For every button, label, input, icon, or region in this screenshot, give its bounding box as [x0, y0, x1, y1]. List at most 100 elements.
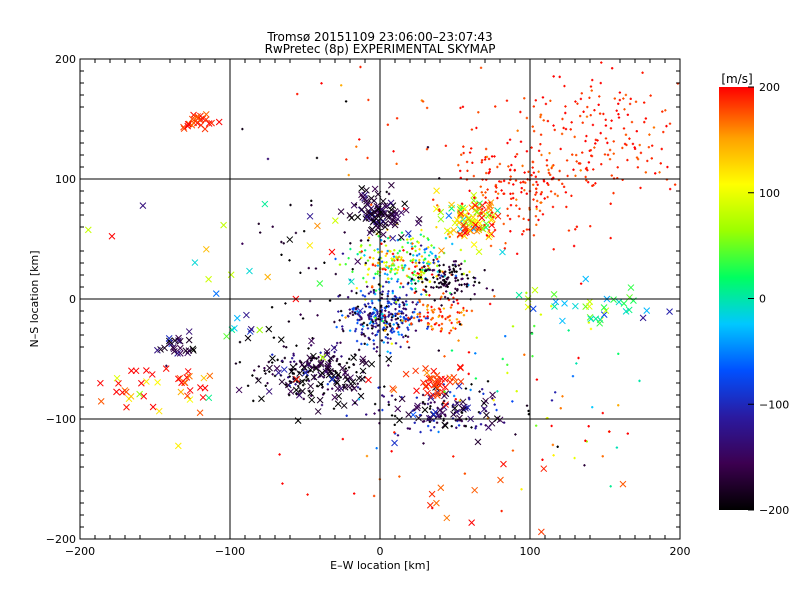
data-point-dot: [426, 146, 430, 149]
data-point-dot: [465, 309, 468, 312]
data-point-dot: [383, 316, 387, 320]
data-point-dot: [629, 97, 632, 101]
data-point-dot: [465, 273, 469, 277]
data-point-dot: [370, 299, 374, 303]
data-point-dot: [423, 402, 427, 406]
data-point-dot: [437, 286, 441, 289]
data-point-dot: [421, 280, 424, 284]
data-point-dot: [465, 227, 469, 231]
data-point-dot: [351, 270, 354, 274]
data-point-dot: [509, 192, 512, 196]
data-point-dot: [367, 267, 371, 270]
data-point-cross: [465, 215, 472, 223]
data-point-dot: [414, 261, 418, 265]
data-point-dot: [413, 310, 416, 314]
data-point-dot: [532, 105, 536, 108]
data-point-dot: [450, 349, 454, 352]
data-point-dot: [424, 285, 428, 288]
data-point-cross: [306, 212, 314, 220]
data-point-dot: [442, 399, 446, 403]
data-point-cross: [387, 210, 395, 218]
data-point-dot: [483, 158, 487, 161]
data-point-dot: [401, 312, 405, 315]
data-point-dot: [387, 290, 390, 293]
data-point-cross: [258, 395, 265, 403]
data-point-dot: [371, 320, 375, 324]
data-point-cross: [453, 400, 461, 407]
data-point-dot: [571, 374, 575, 378]
data-point-dot: [579, 282, 583, 285]
data-point-cross: [359, 193, 367, 201]
data-point-dot: [367, 302, 370, 305]
y-axis-ticks: −200 −100 0 100 200: [46, 53, 680, 546]
data-point-cross: [298, 361, 306, 368]
data-point-cross: [515, 291, 523, 299]
data-point-cross: [389, 385, 397, 392]
data-point-dot: [410, 316, 413, 319]
data-point-cross: [450, 373, 458, 381]
data-point-dot: [264, 372, 267, 375]
data-point-dot: [425, 269, 428, 272]
data-point-cross: [610, 296, 617, 304]
data-point-cross: [314, 222, 321, 230]
data-point-dot: [366, 327, 370, 330]
data-point-cross: [456, 211, 464, 219]
data-point-dot: [446, 276, 450, 279]
data-point-cross: [332, 378, 340, 385]
data-point-dot: [481, 193, 485, 197]
data-point-dot: [551, 165, 554, 168]
data-point-dot: [622, 127, 626, 130]
data-point-dot: [588, 149, 591, 153]
data-point-dot: [502, 192, 505, 195]
data-point-cross: [559, 317, 566, 325]
data-point-dot: [355, 286, 359, 290]
data-point-dot: [479, 423, 483, 426]
data-point-dot: [397, 331, 400, 334]
data-point-cross: [169, 343, 177, 351]
data-point-dot: [400, 264, 404, 267]
data-point-dot: [342, 329, 345, 333]
data-point-dot: [549, 99, 552, 102]
data-point-dot: [305, 379, 308, 382]
data-point-cross: [441, 383, 449, 391]
data-point-dot: [465, 160, 469, 164]
data-point-dot: [511, 449, 515, 452]
data-point-cross: [310, 373, 318, 381]
data-point-dot: [390, 267, 393, 270]
data-point-dot: [360, 317, 363, 321]
data-point-cross: [464, 404, 472, 412]
data-point-cross: [457, 378, 465, 385]
data-point-dot: [406, 326, 409, 329]
data-point-dot: [404, 320, 407, 323]
data-point-cross: [486, 231, 494, 238]
data-point-dot: [456, 302, 460, 305]
data-point-dot: [460, 411, 464, 414]
data-point-dot: [368, 243, 372, 247]
data-point-dot: [352, 492, 356, 495]
data-point-dot: [459, 169, 462, 173]
data-point-dot: [506, 214, 510, 217]
data-point-dot: [359, 323, 363, 326]
data-point-dot: [452, 260, 456, 263]
data-point-cross: [384, 212, 391, 220]
data-point-dot: [386, 333, 389, 336]
data-point-dot: [521, 233, 524, 236]
data-point-dot: [519, 110, 522, 114]
data-point-dot: [641, 71, 644, 74]
data-point-cross: [468, 204, 476, 211]
data-point-dot: [411, 301, 414, 304]
data-point-dot: [356, 382, 359, 385]
data-point-dot: [535, 205, 538, 208]
data-point-cross: [592, 315, 600, 323]
data-point-dot: [326, 388, 330, 391]
data-point-cross: [186, 372, 193, 380]
data-point-dot: [356, 319, 360, 322]
data-point-dot: [448, 319, 451, 322]
data-point-dot: [426, 424, 430, 428]
data-point-cross: [324, 362, 332, 370]
data-point-dot: [616, 166, 619, 169]
data-point-cross: [453, 216, 461, 224]
data-point-dot: [369, 290, 373, 294]
data-point-dot: [539, 115, 542, 119]
data-point-dot: [307, 379, 311, 383]
